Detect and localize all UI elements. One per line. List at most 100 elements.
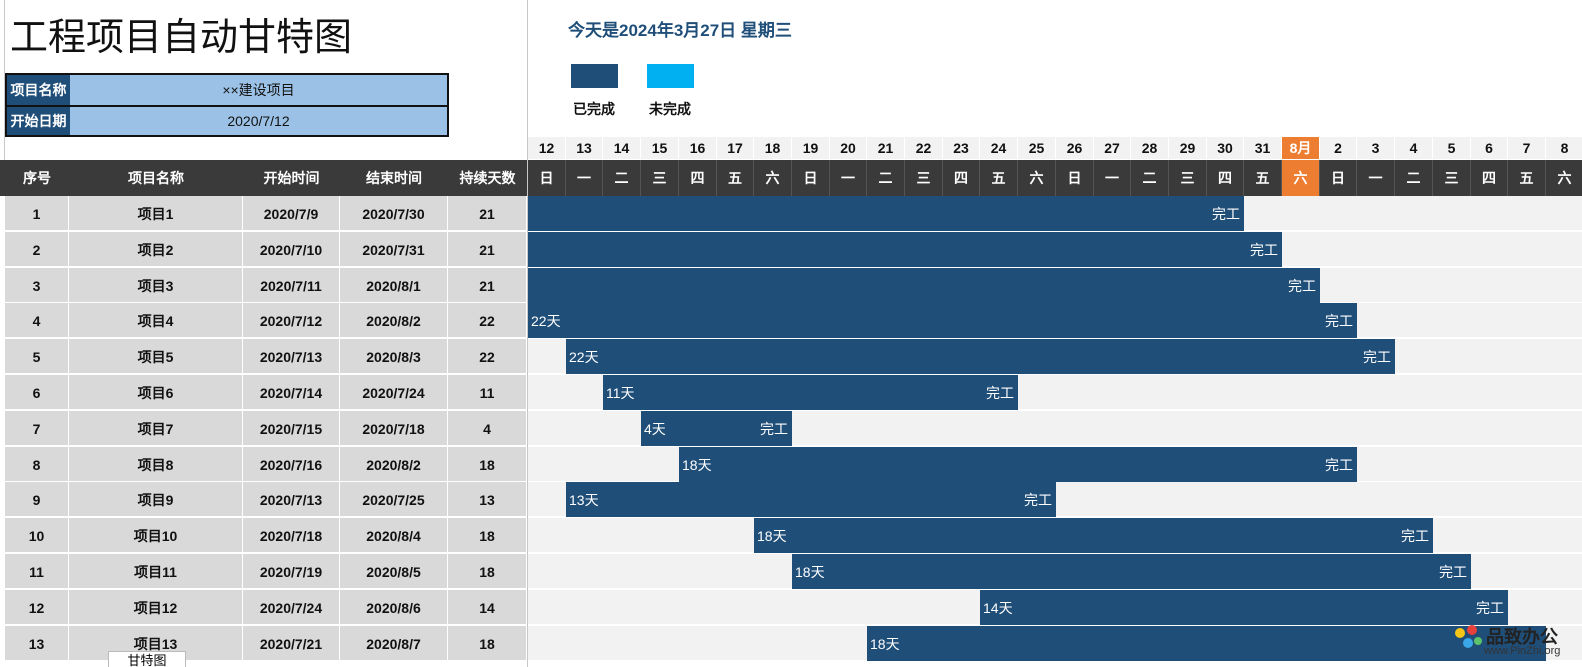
timeline-date-cell[interactable]: 16	[679, 137, 717, 159]
timeline-date-cell[interactable]: 24	[980, 137, 1018, 159]
row-project-name-cell[interactable]: 项目10	[69, 518, 243, 553]
table-row[interactable]: 8 项目8 2020/7/16 2020/8/2 18	[5, 447, 527, 482]
timeline-date-cell[interactable]: 15	[641, 137, 679, 159]
timeline-weekday-cell[interactable]: 日	[1320, 160, 1357, 196]
row-duration-cell[interactable]: 18	[448, 447, 527, 482]
project-name-value[interactable]: ××建设项目	[222, 82, 295, 98]
timeline-weekday-cell[interactable]: 五	[980, 160, 1018, 196]
row-project-name-cell[interactable]: 项目4	[69, 303, 243, 338]
row-project-name-cell[interactable]: 项目11	[69, 554, 243, 589]
timeline-weekday-cell[interactable]: 一	[1357, 160, 1395, 196]
table-row[interactable]: 3 项目3 2020/7/11 2020/8/1 21	[5, 268, 527, 303]
row-project-name-cell[interactable]: 项目1	[69, 196, 243, 231]
row-project-name-cell[interactable]: 项目9	[69, 482, 243, 517]
timeline-date-cell[interactable]: 31	[1244, 137, 1282, 159]
timeline-weekday-cell[interactable]: 四	[1471, 160, 1508, 196]
gantt-bar[interactable]: 22天 完工	[566, 339, 1395, 374]
timeline-weekday-cell[interactable]: 四	[1207, 160, 1244, 196]
header-no[interactable]: 序号	[23, 170, 51, 186]
timeline-weekday-cell[interactable]: 六	[1546, 160, 1582, 196]
row-end-time-cell[interactable]: 2020/7/30	[340, 196, 448, 231]
table-row[interactable]: 6 项目6 2020/7/14 2020/7/24 11	[5, 375, 527, 410]
row-duration-cell[interactable]: 4	[448, 411, 527, 446]
timeline-weekday-cell[interactable]: 五	[1244, 160, 1282, 196]
timeline-date-cell[interactable]: 8	[1546, 137, 1582, 159]
table-row[interactable]: 11 项目11 2020/7/19 2020/8/5 18	[5, 554, 527, 589]
row-duration-cell[interactable]: 18	[448, 554, 527, 589]
timeline-weekday-cell[interactable]: 五	[717, 160, 754, 196]
timeline-date-cell[interactable]: 20	[830, 137, 867, 159]
timeline-date-cell[interactable]: 19	[792, 137, 830, 159]
timeline-weekday-cell[interactable]: 三	[1433, 160, 1471, 196]
row-no-cell[interactable]: 12	[5, 590, 69, 625]
row-no-cell[interactable]: 4	[5, 303, 69, 338]
row-start-time-cell[interactable]: 2020/7/11	[243, 268, 340, 303]
row-no-cell[interactable]: 6	[5, 375, 69, 410]
timeline-weekday-cell[interactable]: 四	[943, 160, 980, 196]
gantt-bar[interactable]: 14天 完工	[980, 590, 1508, 625]
gantt-bar[interactable]: 11天 完工	[603, 375, 1018, 410]
timeline-weekday-cell[interactable]: 六	[1018, 160, 1056, 196]
row-end-time-cell[interactable]: 2020/8/2	[340, 447, 448, 482]
timeline-weekday-cell[interactable]: 一	[566, 160, 603, 196]
row-start-time-cell[interactable]: 2020/7/12	[243, 303, 340, 338]
row-end-time-cell[interactable]: 2020/8/2	[340, 303, 448, 338]
timeline-date-cell[interactable]: 29	[1169, 137, 1207, 159]
timeline-weekday-cell[interactable]: 一	[830, 160, 867, 196]
row-no-cell[interactable]: 9	[5, 482, 69, 517]
timeline-date-cell[interactable]: 23	[943, 137, 980, 159]
gantt-bar[interactable]: 18天	[867, 626, 1546, 661]
table-row[interactable]: 12 项目12 2020/7/24 2020/8/6 14	[5, 590, 527, 625]
table-row[interactable]: 10 项目10 2020/7/18 2020/8/4 18	[5, 518, 527, 553]
row-duration-cell[interactable]: 13	[448, 482, 527, 517]
timeline-date-cell[interactable]: 6	[1471, 137, 1508, 159]
row-project-name-cell[interactable]: 项目12	[69, 590, 243, 625]
timeline-date-cell[interactable]: 25	[1018, 137, 1056, 159]
timeline-date-cell[interactable]: 30	[1207, 137, 1244, 159]
timeline-weekday-cell[interactable]: 四	[679, 160, 717, 196]
row-start-time-cell[interactable]: 2020/7/10	[243, 232, 340, 267]
row-no-cell[interactable]: 1	[5, 196, 69, 231]
row-no-cell[interactable]: 11	[5, 554, 69, 589]
timeline-date-cell[interactable]: 27	[1094, 137, 1131, 159]
row-end-time-cell[interactable]: 2020/7/24	[340, 375, 448, 410]
timeline-weekday-cell[interactable]: 二	[1131, 160, 1169, 196]
row-end-time-cell[interactable]: 2020/8/1	[340, 268, 448, 303]
gantt-bar[interactable]: 完工	[528, 232, 1282, 267]
row-no-cell[interactable]: 13	[5, 626, 69, 661]
row-project-name-cell[interactable]: 项目2	[69, 232, 243, 267]
row-no-cell[interactable]: 3	[5, 268, 69, 303]
row-project-name-cell[interactable]: 项目7	[69, 411, 243, 446]
row-start-time-cell[interactable]: 2020/7/24	[243, 590, 340, 625]
timeline-weekday-cell[interactable]: 六	[1282, 160, 1320, 196]
timeline-date-cell[interactable]: 18	[754, 137, 792, 159]
row-project-name-cell[interactable]: 项目3	[69, 268, 243, 303]
timeline-date-cell[interactable]: 2	[1320, 137, 1357, 159]
start-date-value[interactable]: 2020/7/12	[227, 113, 290, 129]
row-end-time-cell[interactable]: 2020/7/31	[340, 232, 448, 267]
row-duration-cell[interactable]: 22	[448, 339, 527, 374]
header-project-name[interactable]: 项目名称	[128, 170, 184, 186]
row-start-time-cell[interactable]: 2020/7/16	[243, 447, 340, 482]
gantt-bar[interactable]: 13天 完工	[566, 482, 1056, 517]
row-no-cell[interactable]: 2	[5, 232, 69, 267]
row-no-cell[interactable]: 10	[5, 518, 69, 553]
timeline-date-cell[interactable]: 12	[528, 137, 566, 159]
row-end-time-cell[interactable]: 2020/8/7	[340, 626, 448, 661]
row-duration-cell[interactable]: 21	[448, 268, 527, 303]
table-row[interactable]: 5 项目5 2020/7/13 2020/8/3 22	[5, 339, 527, 374]
gantt-bar[interactable]: 18天 完工	[792, 554, 1471, 589]
row-start-time-cell[interactable]: 2020/7/18	[243, 518, 340, 553]
table-row[interactable]: 13 项目13 2020/7/21 2020/8/7 18	[5, 626, 527, 661]
row-no-cell[interactable]: 5	[5, 339, 69, 374]
timeline-date-cell[interactable]: 14	[603, 137, 641, 159]
gantt-bar[interactable]: 完工	[528, 196, 1244, 231]
row-no-cell[interactable]: 8	[5, 447, 69, 482]
row-project-name-cell[interactable]: 项目8	[69, 447, 243, 482]
timeline-weekday-cell[interactable]: 三	[641, 160, 679, 196]
header-start-time[interactable]: 开始时间	[263, 170, 320, 186]
row-start-time-cell[interactable]: 2020/7/21	[243, 626, 340, 661]
row-duration-cell[interactable]: 18	[448, 518, 527, 553]
timeline-date-cell[interactable]: 3	[1357, 137, 1395, 159]
header-end-time[interactable]: 结束时间	[366, 170, 422, 186]
